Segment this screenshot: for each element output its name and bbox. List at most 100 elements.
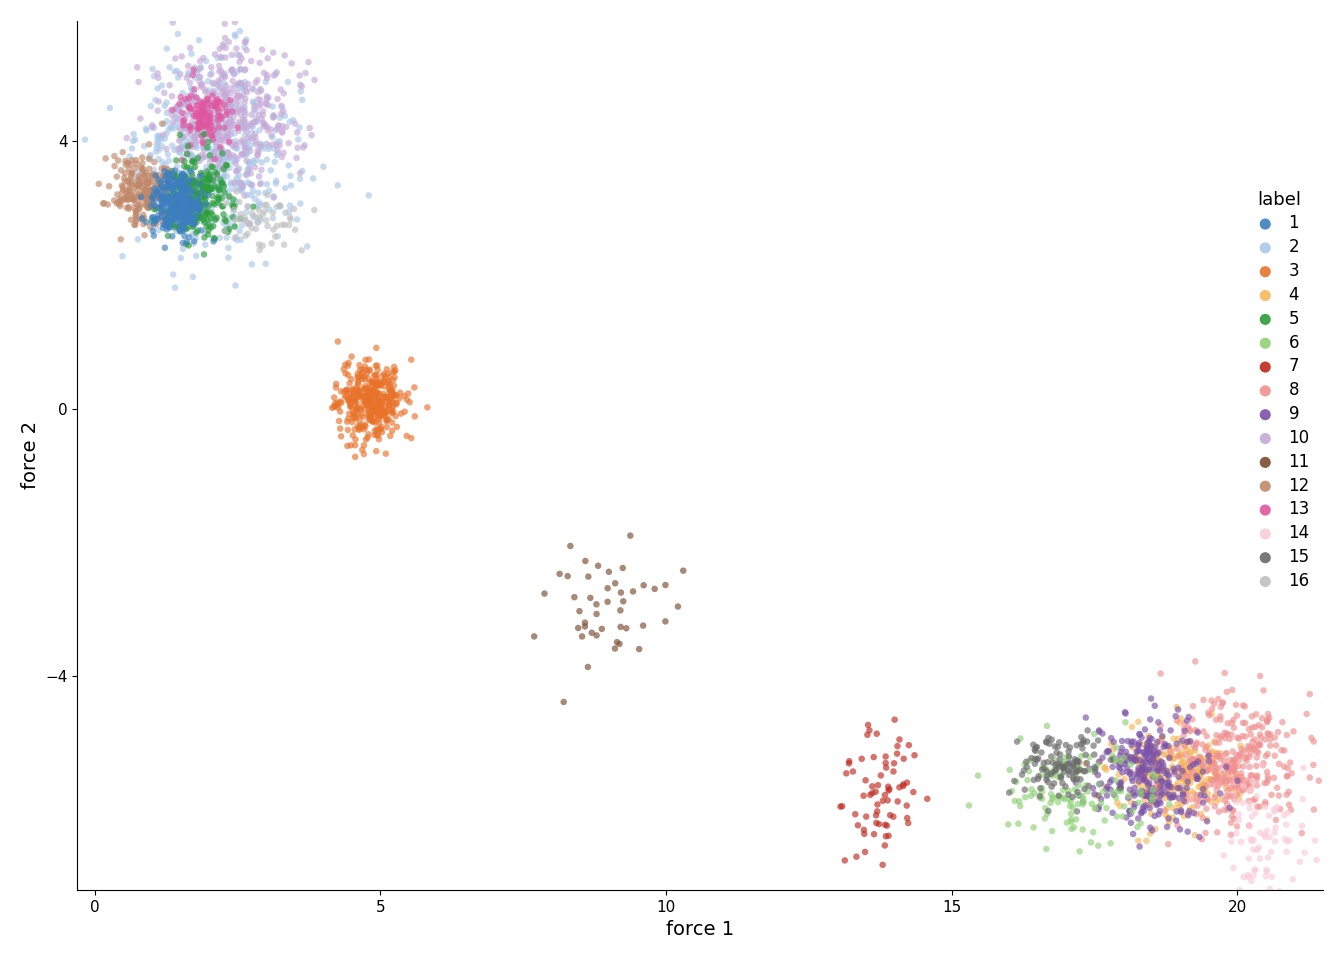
Point (1114, 771, 1136, 786)
Point (122, 133, 144, 149)
Point (183, 212, 204, 228)
Point (1198, 754, 1219, 769)
Point (1153, 780, 1175, 795)
Point (195, 180, 216, 196)
Point (1210, 712, 1231, 728)
Point (379, 389, 401, 404)
Point (210, 139, 231, 155)
Point (349, 402, 371, 418)
Point (1124, 780, 1145, 796)
Point (177, 195, 199, 210)
Point (1152, 774, 1173, 789)
Point (362, 402, 383, 418)
Point (146, 185, 168, 201)
Point (125, 196, 146, 211)
Point (175, 215, 196, 230)
Point (142, 216, 164, 231)
Point (177, 67, 199, 83)
Point (1138, 753, 1160, 768)
Point (263, 68, 285, 84)
Point (1121, 771, 1142, 786)
Point (184, 117, 206, 132)
Point (339, 375, 360, 391)
Point (1238, 793, 1259, 808)
Point (1142, 751, 1164, 766)
Point (1149, 782, 1171, 798)
Point (207, 178, 228, 193)
Point (230, 182, 251, 198)
Point (1187, 771, 1208, 786)
Point (1136, 774, 1157, 789)
Point (1078, 779, 1099, 794)
Point (132, 211, 153, 227)
Point (1130, 783, 1152, 799)
Point (1044, 766, 1066, 781)
Point (207, 180, 228, 196)
Point (1246, 772, 1267, 787)
Point (1247, 768, 1269, 783)
Point (1070, 772, 1091, 787)
Point (1136, 772, 1157, 787)
Point (148, 199, 169, 214)
Point (156, 189, 177, 204)
Point (218, 216, 239, 231)
Point (1187, 768, 1208, 783)
Point (168, 197, 190, 212)
Point (337, 355, 359, 371)
Point (246, 153, 267, 168)
Point (1090, 791, 1111, 806)
Point (222, 137, 243, 153)
Point (187, 121, 208, 136)
Point (207, 166, 228, 181)
Point (1216, 797, 1238, 812)
Point (271, 217, 293, 232)
Point (168, 203, 190, 218)
Point (1149, 761, 1171, 777)
Point (116, 189, 137, 204)
Point (160, 184, 181, 200)
Point (169, 89, 191, 105)
Point (172, 121, 194, 136)
Point (280, 209, 301, 225)
Point (1161, 790, 1183, 805)
Point (1154, 787, 1176, 803)
Point (1160, 745, 1181, 760)
Point (181, 212, 203, 228)
Point (155, 204, 176, 220)
Point (235, 168, 257, 183)
Point (1192, 781, 1214, 797)
Point (180, 213, 202, 228)
Point (1185, 787, 1207, 803)
Point (1144, 787, 1165, 803)
Point (241, 118, 262, 133)
Point (199, 113, 220, 129)
Point (1167, 713, 1188, 729)
Point (125, 207, 146, 223)
Point (286, 140, 308, 156)
Point (184, 133, 206, 149)
Point (157, 220, 179, 235)
Point (356, 389, 378, 404)
Point (216, 127, 238, 142)
Point (171, 109, 192, 125)
Point (1257, 726, 1278, 741)
Point (1141, 756, 1163, 772)
Point (173, 217, 195, 232)
Point (1001, 783, 1023, 799)
Point (1070, 749, 1091, 764)
Point (1016, 759, 1038, 775)
Point (181, 174, 203, 189)
Point (1278, 797, 1300, 812)
Point (1129, 774, 1150, 789)
Point (1110, 756, 1132, 772)
Point (349, 418, 371, 433)
Point (1154, 771, 1176, 786)
Point (218, 104, 239, 119)
Point (138, 196, 160, 211)
Point (1042, 824, 1063, 839)
Point (224, 91, 246, 107)
Point (163, 192, 184, 207)
Point (172, 114, 194, 130)
Point (1232, 795, 1254, 810)
Point (210, 143, 231, 158)
